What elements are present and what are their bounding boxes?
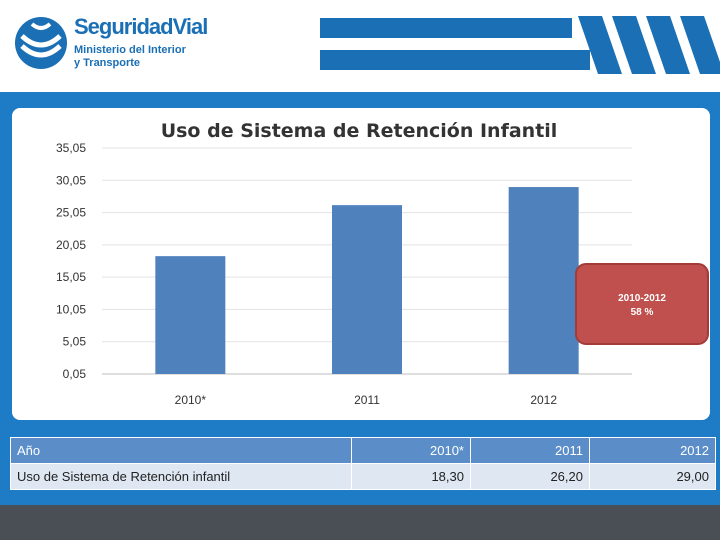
- table-header-year: Año: [10, 437, 352, 464]
- chart-title: Uso de Sistema de Retención Infantil: [161, 120, 558, 142]
- y-tick-label: 25,05: [56, 206, 86, 220]
- brand-name: SeguridadVial: [74, 14, 208, 39]
- y-tick-label: 15,05: [56, 270, 86, 284]
- table-header-cell: 2012: [589, 437, 716, 464]
- data-table: Año 2010* 2011 2012 Uso de Sistema de Re…: [10, 437, 716, 490]
- table-cell: 26,20: [470, 463, 590, 490]
- table-header-cell: 2010*: [351, 437, 471, 464]
- bar-2010: [155, 256, 226, 374]
- table-cell: 29,00: [589, 463, 716, 490]
- annotation-percent: 58 %: [631, 307, 654, 318]
- table-cell: 18,30: [351, 463, 471, 490]
- y-tick-label: 35,05: [56, 141, 86, 155]
- header: SeguridadVial Ministerio del Interior y …: [0, 0, 720, 92]
- brand-subtitle: Ministerio del Interior y Transporte: [74, 44, 186, 70]
- growth-annotation: 2010-2012 58 %: [575, 263, 709, 345]
- bar-2011: [332, 205, 402, 374]
- y-tick-label: 0,05: [63, 367, 87, 381]
- y-tick-label: 20,05: [56, 238, 86, 252]
- bar-chart: Uso de Sistema de Retención Infantil 35,…: [56, 120, 709, 407]
- y-tick-label: 10,05: [56, 302, 86, 316]
- table-header-row: Año 2010* 2011 2012: [10, 437, 716, 464]
- footer-bar: [0, 505, 720, 540]
- brand-subtitle-line2: y Transporte: [74, 57, 141, 69]
- chart-card: Uso de Sistema de Retención Infantil 35,…: [12, 108, 710, 420]
- y-tick-label: 30,05: [56, 173, 86, 187]
- logo-emblem-icon: [15, 17, 67, 69]
- header-stripes-decoration: [320, 16, 720, 74]
- table-row: Uso de Sistema de Retención infantil 18,…: [10, 463, 716, 490]
- y-tick-label: 5,05: [63, 335, 87, 349]
- bar-2012: [508, 187, 579, 374]
- table-row-label: Uso de Sistema de Retención infantil: [10, 463, 352, 490]
- table-header-cell: 2011: [470, 437, 590, 464]
- seguridad-vial-logo: SeguridadVial Ministerio del Interior y …: [14, 10, 214, 80]
- annotation-box: [575, 263, 709, 345]
- x-tick-label: 2011: [354, 393, 380, 407]
- brand-subtitle-line1: Ministerio del Interior: [74, 44, 186, 56]
- x-tick-label: 2010*: [175, 393, 207, 407]
- annotation-period: 2010-2012: [618, 293, 666, 304]
- x-tick-label: 2012: [530, 393, 557, 407]
